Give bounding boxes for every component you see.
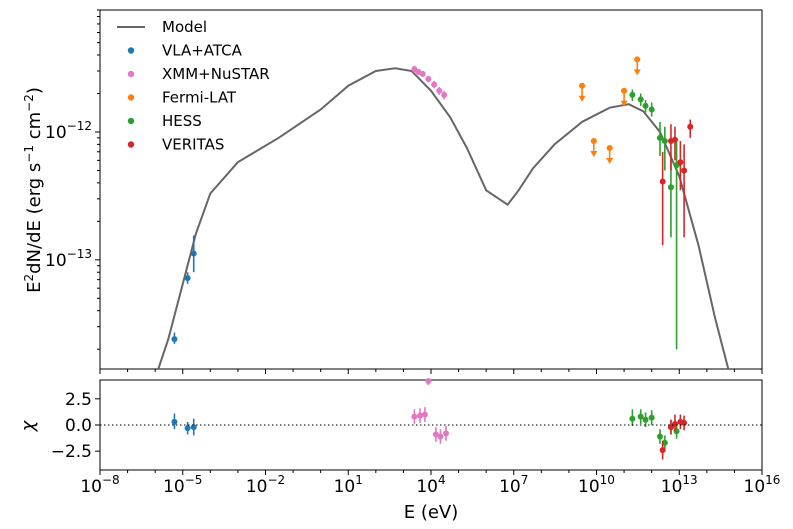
xmm-nustar-residual-point-0 — [411, 413, 418, 420]
x-ticks: 10−8 10−5 10−2 101 104 107 1010 1013 1016 — [80, 369, 780, 497]
veritas-residual-point-1 — [667, 424, 674, 431]
x-tick-label-5: 107 — [499, 473, 528, 497]
xmm-nustar-residual-point-2 — [421, 411, 428, 418]
hess-residual-point-1 — [637, 413, 644, 420]
xmm-nustar-point-3 — [425, 75, 432, 82]
veritas-point-2 — [671, 136, 678, 143]
veritas-point-4 — [681, 167, 688, 174]
veritas-residual-point-2 — [671, 420, 678, 427]
x-tick-label-0: 10−8 — [80, 473, 119, 497]
legend-veritas-label: VERITAS — [162, 136, 224, 154]
legend-model-label: Model — [162, 18, 207, 36]
vla-atca-residual-point-2 — [190, 424, 197, 431]
main-data-marks — [157, 56, 730, 369]
x-tick-label-2: 10−2 — [246, 473, 285, 497]
hess-point-0 — [629, 91, 636, 98]
main-y-ticks: 10−13 10−12 — [45, 9, 100, 350]
vla-atca-point-2 — [190, 250, 197, 257]
fermi-lat-point-0 — [579, 82, 586, 89]
main-panel: 10−13 10−12 — [45, 9, 763, 370]
veritas-point-3 — [677, 159, 684, 166]
legend-vla-atca-label: VLA+ATCA — [162, 42, 243, 60]
hess-point-6 — [667, 184, 674, 191]
x-tick-label-6: 1010 — [578, 473, 615, 497]
xmm-nustar-residual-point-6 — [443, 430, 450, 437]
fermi-lat-point-3 — [621, 87, 628, 94]
legend-veritas-swatch — [127, 141, 135, 148]
fermi-lat-point-2 — [606, 144, 613, 151]
x-tick-label-1: 10−5 — [163, 473, 202, 497]
hess-point-2 — [642, 102, 649, 109]
vla-atca-point-0 — [171, 336, 178, 343]
main-y-tick-label-0: 10−13 — [45, 247, 92, 271]
hess-residual-point-2 — [642, 416, 649, 423]
veritas-point-5 — [687, 123, 694, 130]
hess-residual-point-0 — [629, 415, 636, 422]
hess-point-4 — [656, 134, 663, 141]
xmm-nustar-residual-point-3 — [425, 378, 432, 385]
residual-y-tick-label-0: 2.5 — [65, 390, 92, 410]
xmm-nustar-point-5 — [436, 87, 443, 94]
vla-atca-residual-point-0 — [171, 418, 178, 425]
residual-data-marks — [100, 378, 762, 460]
x-tick-label-4: 104 — [416, 473, 445, 497]
residual-panel: 2.5 0.0 −2.5 — [51, 378, 763, 471]
hess-residual-point-4 — [656, 433, 663, 440]
xmm-nustar-residual-point-4 — [432, 431, 439, 438]
legend-xmm-nustar-swatch — [127, 70, 135, 78]
fermi-lat-ul-arrow-4 — [633, 69, 641, 76]
xmm-nustar-point-6 — [441, 91, 448, 98]
main-y-axis-label: E2dN/dE (erg s−1 cm−2) — [22, 87, 45, 293]
legend-hess-label: HESS — [162, 112, 202, 130]
legend-hess-swatch — [127, 117, 135, 125]
legend-vla-atca-swatch — [127, 47, 135, 54]
x-tick-label-3: 101 — [334, 473, 363, 497]
veritas-residual-point-0 — [659, 447, 666, 454]
xmm-nustar-point-4 — [431, 81, 438, 88]
fermi-lat-ul-arrow-1 — [590, 151, 598, 158]
xmm-nustar-point-2 — [419, 70, 426, 77]
fermi-lat-ul-arrow-3 — [620, 100, 628, 107]
fermi-lat-ul-arrow-2 — [606, 157, 614, 164]
fermi-lat-ul-arrow-0 — [578, 95, 586, 102]
hess-residual-point-3 — [648, 414, 655, 421]
xmm-nustar-residual-point-5 — [437, 433, 444, 440]
main-y-tick-label-1: 10−12 — [45, 119, 92, 143]
hess-point-3 — [648, 106, 655, 113]
xmm-nustar-residual-point-1 — [417, 412, 424, 419]
veritas-residual-point-4 — [681, 419, 688, 426]
vla-atca-point-1 — [184, 275, 191, 282]
residual-y-ticks: 2.5 0.0 −2.5 — [51, 390, 100, 462]
vla-atca-residual-point-1 — [184, 425, 191, 432]
hess-point-5 — [661, 138, 668, 145]
legend-fermi-lat-swatch — [127, 94, 135, 101]
hess-point-1 — [637, 96, 644, 103]
legend: Model VLA+ATCA XMM+NuSTAR Fermi-LAT HESS VERI… — [117, 18, 270, 154]
x-tick-label-7: 1013 — [661, 473, 698, 497]
fermi-lat-point-4 — [634, 56, 641, 63]
residual-y-tick-label-2: −2.5 — [51, 442, 92, 462]
legend-fermi-lat-label: Fermi-LAT — [162, 89, 237, 107]
x-tick-label-8: 1016 — [744, 473, 781, 497]
model-line — [157, 67, 730, 369]
fermi-lat-point-1 — [590, 138, 597, 145]
legend-xmm-nustar-label: XMM+NuSTAR — [162, 65, 270, 83]
residual-y-tick-label-1: 0.0 — [65, 416, 92, 436]
x-axis-label: E (eV) — [404, 502, 459, 523]
veritas-point-0 — [659, 178, 666, 185]
residual-y-axis-label: χ — [18, 419, 39, 432]
